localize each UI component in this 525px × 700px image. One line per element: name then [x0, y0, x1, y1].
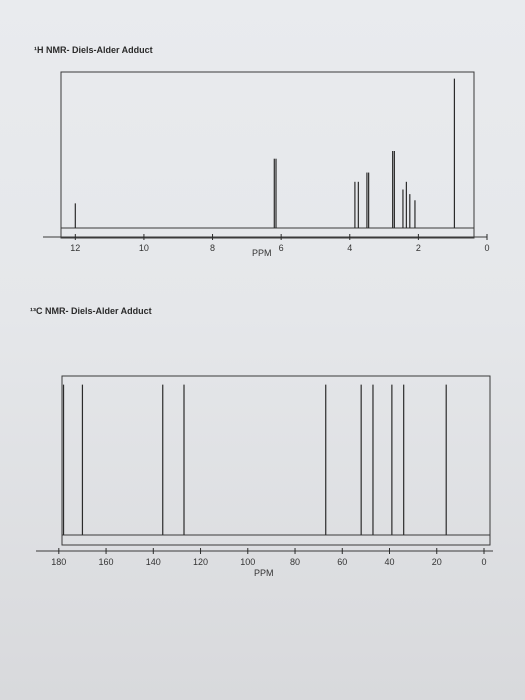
h-nmr-tick-label: 6 [279, 243, 284, 253]
h-nmr-chart: 12 10 8 6 4 2 0 [43, 71, 490, 253]
h-nmr-tick-label: 2 [416, 243, 421, 253]
h-nmr-tick-label: 4 [347, 243, 352, 253]
c-nmr-tick-label: 20 [432, 557, 442, 567]
c-nmr-tick-label: 140 [146, 557, 161, 567]
h-nmr-frame [60, 71, 475, 239]
h-nmr-title: ¹H NMR- Diels-Alder Adduct [34, 45, 153, 55]
h-nmr-ticks: 12 10 8 6 4 2 0 [70, 234, 490, 253]
c-nmr-tick-label: 120 [193, 557, 208, 567]
c-nmr-tick-label: 0 [481, 557, 486, 567]
c-nmr-ticks: 180 160 140 120 100 80 60 40 20 0 [51, 548, 487, 567]
c-nmr-xlabel: PPM [254, 568, 274, 578]
c-nmr-frame [61, 375, 491, 546]
c-nmr-peaks [62, 384, 447, 535]
h-nmr-peaks [74, 78, 456, 228]
c-nmr-tick-label: 40 [385, 557, 395, 567]
h-nmr-tick-label: 8 [210, 243, 215, 253]
c-nmr-chart: 180 160 140 120 100 80 60 40 20 0 [36, 375, 493, 567]
h-nmr-xlabel: PPM [252, 248, 272, 258]
c-nmr-tick-label: 80 [290, 557, 300, 567]
c-nmr-tick-label: 60 [337, 557, 347, 567]
c-nmr-tick-label: 100 [240, 557, 255, 567]
c-nmr-title: ¹³C NMR- Diels-Alder Adduct [30, 306, 152, 316]
h-nmr-tick-label: 10 [139, 243, 149, 253]
c-nmr-tick-label: 180 [51, 557, 66, 567]
h-nmr-tick-label: 12 [70, 243, 80, 253]
h-nmr-tick-label: 0 [484, 243, 489, 253]
c-nmr-tick-label: 160 [99, 557, 114, 567]
